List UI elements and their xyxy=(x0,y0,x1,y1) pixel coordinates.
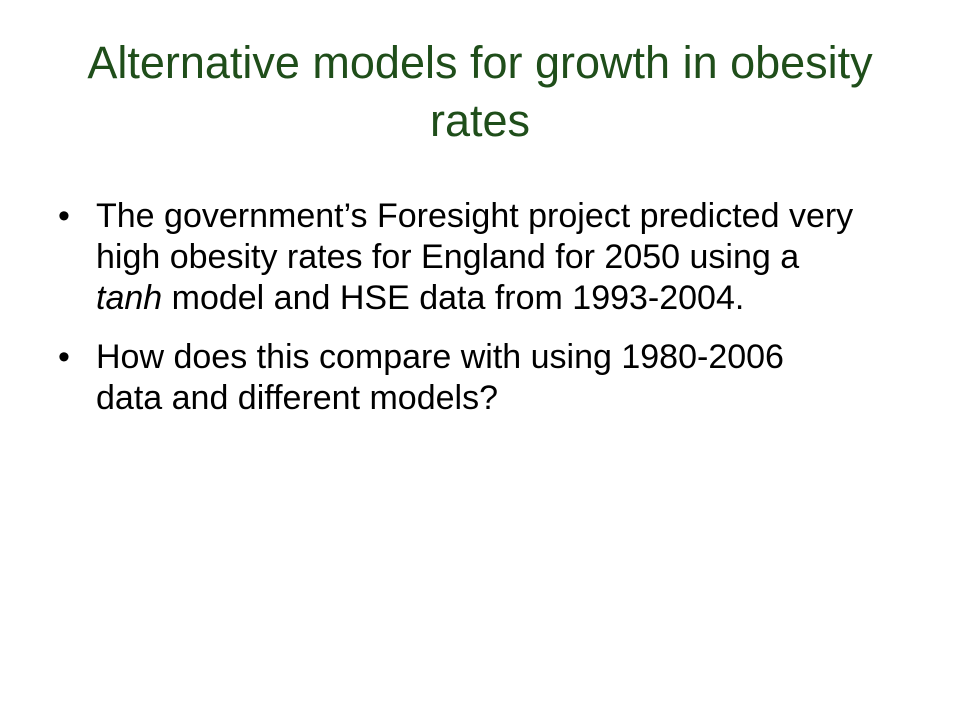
bullet-list: • The government’s Foresight project pre… xyxy=(58,196,858,437)
bullet-text-part: model and HSE data from 1993-2004. xyxy=(162,279,745,317)
bullet-text-part: The government’s Foresight project predi… xyxy=(96,197,854,276)
bullet-text-part: How does this compare with using 1980-20… xyxy=(96,338,784,417)
slide-title: Alternative models for growth in obesity… xyxy=(87,37,873,146)
bullet-marker: • xyxy=(58,338,70,376)
bullet-item-foresight: • The government’s Foresight project pre… xyxy=(58,196,858,319)
bullet-marker: • xyxy=(58,197,70,235)
bullet-item-comparison: • How does this compare with using 1980-… xyxy=(58,337,858,419)
bullet-text-italic-part: tanh xyxy=(96,279,163,317)
